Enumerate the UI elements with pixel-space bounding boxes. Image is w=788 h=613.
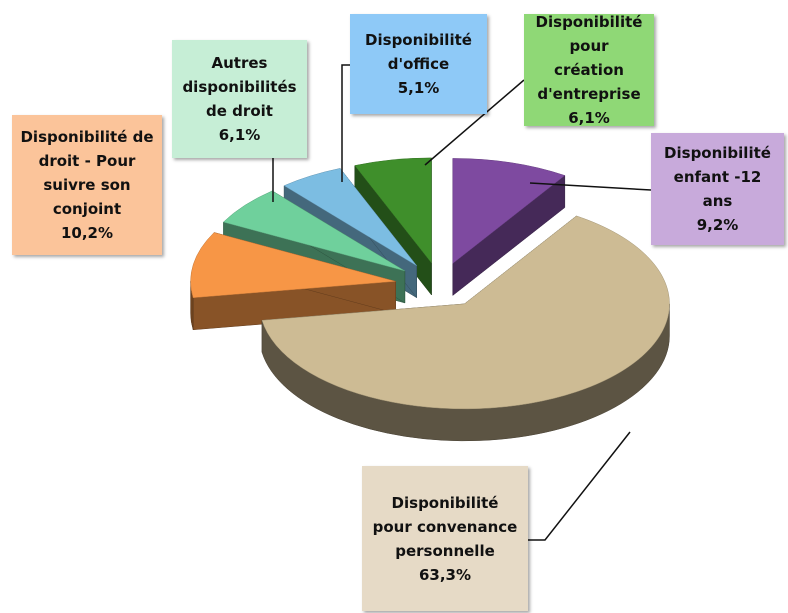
label-box: Disponibilité pour création d'entreprise… [524, 13, 654, 127]
value-label: 9,2% [696, 216, 739, 234]
leader-line [341, 64, 350, 182]
leader-line [529, 182, 652, 191]
value-label: 5,1% [397, 79, 440, 97]
category-label: Disponibilité pour création d'entreprise [535, 13, 643, 103]
leader-line [528, 431, 631, 541]
slice [354, 157, 432, 264]
slice [222, 190, 406, 272]
value-label: 10,2% [60, 224, 114, 242]
label-box: Disponibilité d'office 5,1% [350, 14, 487, 114]
label-box: Autres disponibilités de droit 6,1% [172, 40, 307, 158]
value-label: 63,3% [418, 565, 472, 584]
category-label: Disponibilité d'office [365, 31, 472, 73]
leader-line [424, 79, 525, 166]
slice [190, 232, 396, 299]
value-label: 6,1% [568, 109, 610, 127]
category-label: Disponibilité enfant -12 ans [664, 144, 771, 210]
slice [283, 168, 417, 266]
label-box: Disponibilité de droit - Pour suivre son… [12, 115, 162, 255]
slice [261, 215, 670, 410]
category-label: Disponibilité de droit - Pour suivre son… [20, 128, 154, 218]
value-label: 6,1% [218, 126, 261, 144]
category-label: Autres disponibilités de droit [182, 54, 297, 120]
label-box: Disponibilité pour convenance personnell… [362, 466, 528, 611]
slice [452, 158, 566, 264]
label-box: Disponibilité enfant -12 ans 9,2% [651, 133, 784, 245]
category-label: Disponibilité pour convenance personnell… [372, 493, 518, 560]
